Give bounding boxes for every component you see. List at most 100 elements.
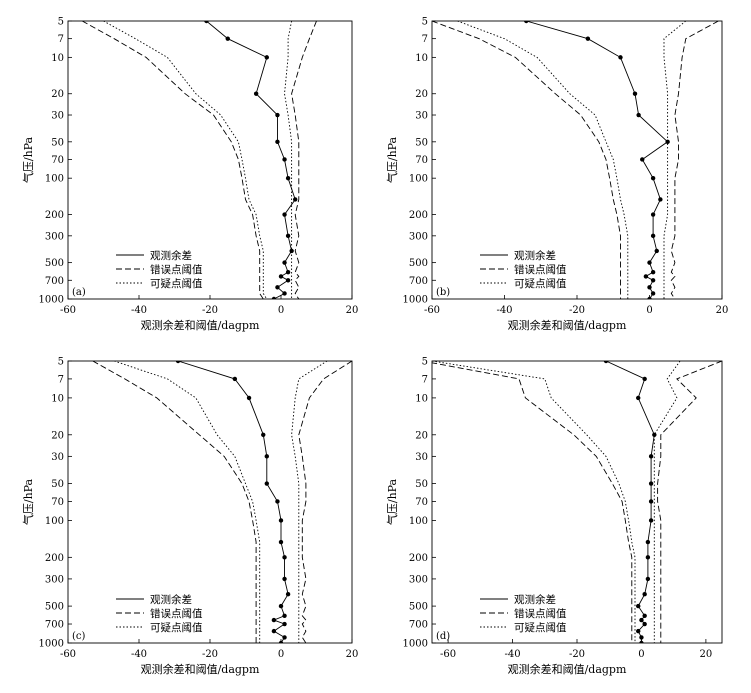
data-point xyxy=(264,481,269,486)
plot-frame xyxy=(67,360,353,644)
x-tick-label: -20 xyxy=(569,649,585,660)
legend-label: 观测余差 xyxy=(514,249,556,262)
data-point xyxy=(282,212,287,217)
data-point xyxy=(639,640,644,643)
data-point xyxy=(282,613,287,619)
data-point xyxy=(285,592,291,597)
y-tick-label: 200 xyxy=(45,553,64,564)
data-point xyxy=(636,112,641,118)
y-tick-label: 30 xyxy=(51,452,64,463)
legend-label: 观测余差 xyxy=(514,593,556,606)
y-tick-label: 20 xyxy=(51,89,64,100)
data-point xyxy=(275,112,280,118)
legend-label: 错误点阈值 xyxy=(150,263,203,276)
data-point xyxy=(282,291,287,296)
series-line-dotted xyxy=(653,361,681,643)
x-tick-label: -20 xyxy=(202,305,218,316)
data-point xyxy=(175,361,181,364)
data-point xyxy=(665,139,670,145)
y-tick-label: 10 xyxy=(415,393,428,404)
data-point xyxy=(282,555,287,560)
data-point xyxy=(636,395,641,401)
data-point xyxy=(658,197,663,202)
y-tick-label: 100 xyxy=(409,174,428,185)
y-tick-label: 20 xyxy=(51,430,64,441)
data-point xyxy=(648,518,654,523)
data-point xyxy=(225,36,230,41)
data-point xyxy=(275,499,280,504)
series-line-dotted xyxy=(457,21,629,299)
data-point xyxy=(650,175,656,181)
data-point xyxy=(282,621,287,627)
x-axis-label: 观测余差和阈值/dagpm xyxy=(508,662,627,676)
y-axis-label: 气压/hPa xyxy=(21,478,35,525)
data-point xyxy=(264,454,269,459)
y-tick-label: 700 xyxy=(45,276,64,287)
x-tick-label: -60 xyxy=(424,305,440,316)
data-point xyxy=(647,285,652,290)
y-tick-label: 1000 xyxy=(39,295,64,306)
y-tick-label: 70 xyxy=(415,155,428,166)
data-point xyxy=(282,635,287,640)
plot-frame xyxy=(67,20,353,300)
data-point xyxy=(650,291,656,296)
series-line-dotted xyxy=(103,21,268,299)
x-tick-label: -60 xyxy=(60,305,76,316)
data-point xyxy=(524,21,529,24)
series-line-solid-markers xyxy=(206,21,296,299)
y-tick-label: 700 xyxy=(409,620,428,631)
data-point xyxy=(271,296,277,299)
y-axis-label: 气压/hPa xyxy=(385,136,399,183)
legend-label: 观测余差 xyxy=(150,249,192,262)
panel-label: (c) xyxy=(72,631,86,642)
data-point xyxy=(285,233,291,239)
data-point xyxy=(275,285,280,290)
plot-frame xyxy=(431,20,723,300)
data-point xyxy=(639,617,644,623)
x-tick-label: -40 xyxy=(131,649,147,660)
data-point xyxy=(648,499,654,504)
series-group xyxy=(432,21,719,299)
y-tick-label: 20 xyxy=(415,89,428,100)
data-point xyxy=(642,621,647,627)
y-tick-label: 70 xyxy=(415,497,428,508)
x-tick-label: 20 xyxy=(700,649,713,660)
data-point xyxy=(278,518,284,523)
y-tick-label: 300 xyxy=(409,231,428,242)
data-point xyxy=(640,157,645,162)
data-point xyxy=(636,628,641,634)
x-tick-label: -40 xyxy=(131,305,147,316)
y-tick-label: 7 xyxy=(58,374,64,385)
data-point xyxy=(585,36,591,41)
data-point xyxy=(204,21,209,24)
data-point xyxy=(285,269,291,275)
x-tick-label: 20 xyxy=(346,305,359,316)
legend-label: 可疑点阈值 xyxy=(150,621,203,634)
data-point xyxy=(648,481,654,486)
y-tick-label: 70 xyxy=(51,497,64,508)
data-point xyxy=(232,376,238,382)
data-point xyxy=(650,278,656,283)
series-line-dashed xyxy=(657,361,722,643)
legend-label: 错误点阈值 xyxy=(514,607,567,620)
x-tick-label: 0 xyxy=(646,305,652,316)
y-tick-label: 700 xyxy=(45,620,64,631)
y-tick-label: 5 xyxy=(58,17,64,28)
panel-label: (d) xyxy=(436,631,450,642)
y-tick-label: 1000 xyxy=(403,639,428,650)
x-axis-label: 观测余差和阈值/dagpm xyxy=(141,318,260,332)
panel-label: (a) xyxy=(72,287,86,298)
data-point xyxy=(278,539,284,545)
series-line-dotted xyxy=(284,21,293,299)
data-point xyxy=(632,91,638,96)
y-tick-label: 200 xyxy=(409,210,428,221)
data-point xyxy=(618,55,623,60)
legend-label: 错误点阈值 xyxy=(514,263,567,276)
x-tick-label: 0 xyxy=(278,305,284,316)
data-point xyxy=(264,55,269,60)
series-group xyxy=(92,361,352,643)
y-tick-label: 500 xyxy=(45,258,64,269)
